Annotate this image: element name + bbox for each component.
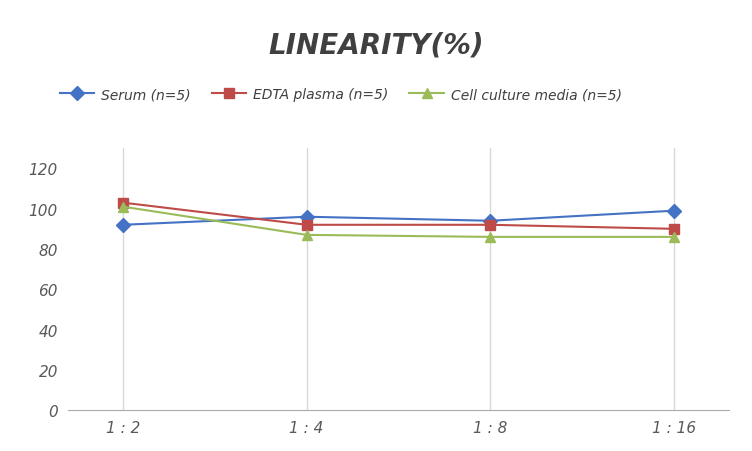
Line: Cell culture media (n=5): Cell culture media (n=5) [118, 202, 679, 242]
Cell culture media (n=5) [118, 204, 127, 210]
Serum (n=5) [302, 215, 311, 220]
EDTA plasma (n=5) [118, 200, 127, 206]
Line: EDTA plasma (n=5): EDTA plasma (n=5) [118, 198, 679, 234]
Cell culture media (n=5) [670, 235, 679, 240]
Legend: Serum (n=5), EDTA plasma (n=5), Cell culture media (n=5): Serum (n=5), EDTA plasma (n=5), Cell cul… [59, 88, 622, 102]
Serum (n=5) [486, 219, 495, 224]
Cell culture media (n=5) [486, 235, 495, 240]
EDTA plasma (n=5) [670, 226, 679, 232]
Text: LINEARITY(%): LINEARITY(%) [268, 32, 484, 60]
EDTA plasma (n=5) [302, 223, 311, 228]
EDTA plasma (n=5) [486, 223, 495, 228]
Serum (n=5) [118, 223, 127, 228]
Line: Serum (n=5): Serum (n=5) [118, 207, 679, 230]
Cell culture media (n=5) [302, 233, 311, 238]
Serum (n=5) [670, 208, 679, 214]
